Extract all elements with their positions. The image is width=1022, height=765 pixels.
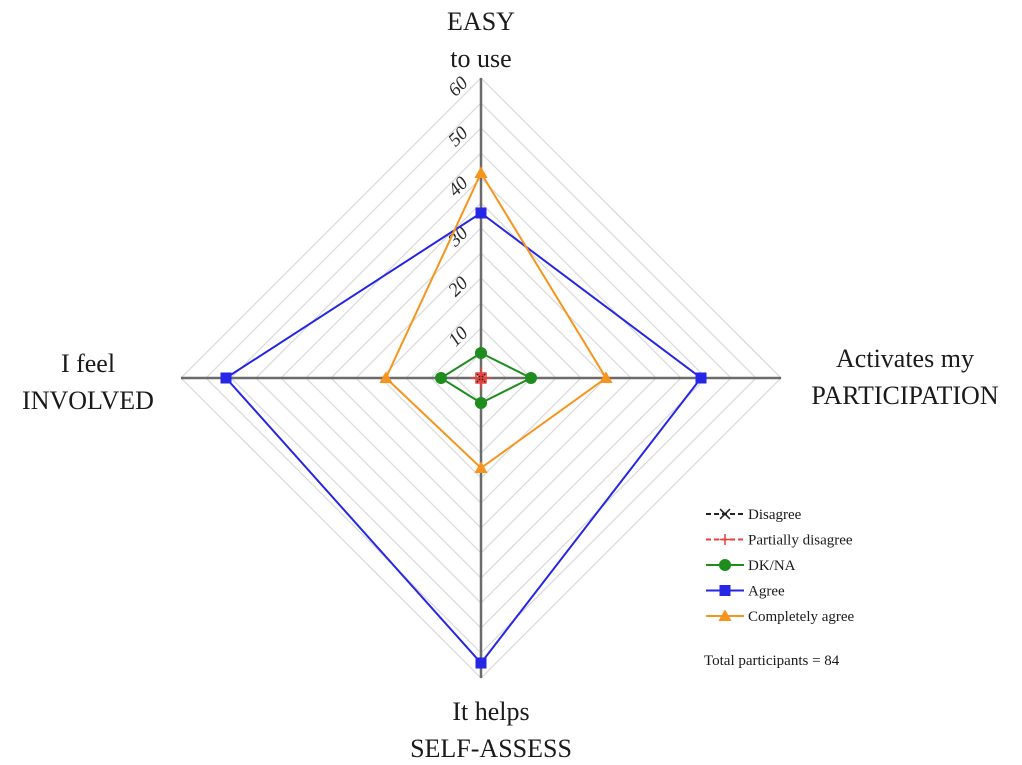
radar-series	[220, 166, 707, 669]
data-point-agree-participation	[695, 372, 707, 384]
axis-label-involved-line-1: I feel	[61, 349, 115, 378]
data-point-completely-agree-selfassess	[474, 461, 488, 473]
legend-marker-partially-disagree	[719, 534, 731, 545]
legend-item-partially-disagree: Partially disagree	[706, 533, 853, 549]
axis-label-selfassess-line-2: SELF-ASSESS	[410, 734, 572, 763]
axis-label-easy-line-2: to use	[450, 44, 511, 73]
data-point-dk-na-participation	[524, 371, 538, 385]
axis-label-selfassess-line-1: It helps	[452, 697, 529, 726]
axis-label-easy-line-1: EASY	[447, 7, 515, 36]
data-point-dk-na-involved	[434, 371, 448, 385]
legend-marker-disagree	[719, 508, 731, 520]
series-partially-disagree	[470, 367, 492, 389]
legend-item-dk-na: DK/NA	[706, 558, 796, 574]
legend-label-completely-agree: Completely agree	[748, 609, 855, 625]
legend-marker-completely-agree	[718, 609, 732, 621]
data-point-agree-selfassess	[475, 657, 487, 669]
legend-label-dk-na: DK/NA	[748, 558, 796, 574]
data-point-partially-disagree-easy	[475, 367, 487, 379]
axis-label-participation-line-1: Activates my	[836, 344, 974, 373]
total-participants-note: Total participants = 84	[704, 653, 840, 669]
tick-label-20: 20	[444, 272, 473, 301]
series-dk-na	[434, 346, 538, 410]
data-point-partially-disagree-selfassess	[475, 377, 487, 389]
data-point-dk-na-easy	[474, 346, 488, 360]
axis-label-involved: I feel INVOLVED	[22, 349, 154, 415]
axis-label-easy: EASY to use	[447, 7, 515, 73]
axis-label-participation-line-2: PARTICIPATION	[811, 381, 998, 410]
series-completely-agree	[379, 166, 613, 473]
legend-label-partially-disagree: Partially disagree	[748, 533, 853, 549]
data-point-completely-agree-easy	[474, 166, 488, 178]
tick-label-40: 40	[444, 172, 473, 201]
legend-item-agree: Agree	[706, 584, 785, 600]
legend: Disagree Partially disagree DK/NA Agree Comp…	[706, 507, 855, 625]
legend-marker-dk-na	[718, 558, 732, 572]
tick-label-60: 60	[444, 72, 473, 101]
tick-label-10: 10	[444, 322, 473, 351]
legend-marker-agree	[719, 585, 731, 596]
series-line-partially-disagree	[474, 371, 488, 385]
legend-label-agree: Agree	[748, 584, 785, 600]
axis-label-selfassess: It helps SELF-ASSESS	[410, 697, 572, 763]
series-agree	[220, 207, 707, 669]
legend-item-disagree: Disagree	[706, 507, 802, 523]
legend-item-completely-agree: Completely agree	[706, 609, 855, 625]
data-point-completely-agree-participation	[599, 371, 613, 383]
axis-label-participation: Activates my PARTICIPATION	[811, 344, 998, 410]
tick-label-50: 50	[444, 122, 473, 151]
data-point-agree-involved	[220, 372, 232, 384]
legend-label-disagree: Disagree	[748, 507, 802, 523]
data-point-completely-agree-involved	[379, 371, 393, 383]
data-point-dk-na-selfassess	[474, 396, 488, 410]
data-point-agree-easy	[475, 207, 487, 219]
data-point-partially-disagree-involved	[470, 372, 482, 384]
data-point-partially-disagree-participation	[480, 372, 492, 384]
axis-label-involved-line-2: INVOLVED	[22, 386, 154, 415]
axis-labels: EASY to use Activates my PARTICIPATION It he…	[22, 7, 999, 763]
